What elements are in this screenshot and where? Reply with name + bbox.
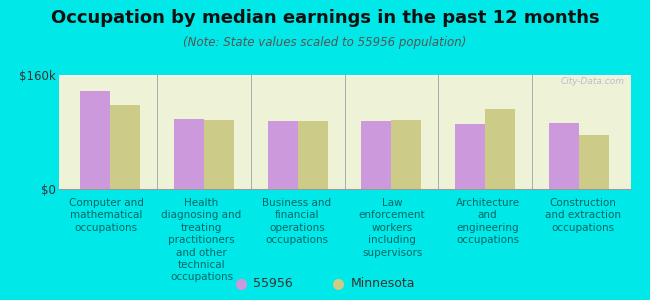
Bar xyxy=(80,91,110,189)
Bar xyxy=(110,105,140,189)
Bar xyxy=(579,135,609,189)
Bar xyxy=(174,119,204,189)
Text: City-Data.com: City-Data.com xyxy=(561,77,625,86)
Text: 55956: 55956 xyxy=(254,277,293,290)
Text: Minnesota: Minnesota xyxy=(351,277,415,290)
Bar xyxy=(455,124,485,189)
Bar xyxy=(549,124,579,189)
Bar xyxy=(298,121,328,189)
Text: Occupation by median earnings in the past 12 months: Occupation by median earnings in the pas… xyxy=(51,9,599,27)
Bar xyxy=(391,120,421,189)
Text: (Note: State values scaled to 55956 population): (Note: State values scaled to 55956 popu… xyxy=(183,36,467,49)
Text: Computer and
mathematical
occupations: Computer and mathematical occupations xyxy=(69,198,144,233)
Text: Architecture
and
engineering
occupations: Architecture and engineering occupations xyxy=(456,198,519,245)
Text: Business and
financial
operations
occupations: Business and financial operations occupa… xyxy=(262,198,332,245)
Bar xyxy=(485,109,515,189)
Bar xyxy=(361,121,391,189)
Text: Health
diagnosing and
treating
practitioners
and other
technical
occupations: Health diagnosing and treating practitio… xyxy=(161,198,242,282)
Bar xyxy=(204,120,234,189)
Bar xyxy=(268,121,298,189)
Text: Construction
and extraction
occupations: Construction and extraction occupations xyxy=(545,198,621,233)
Text: Law
enforcement
workers
including
supervisors: Law enforcement workers including superv… xyxy=(359,198,426,258)
